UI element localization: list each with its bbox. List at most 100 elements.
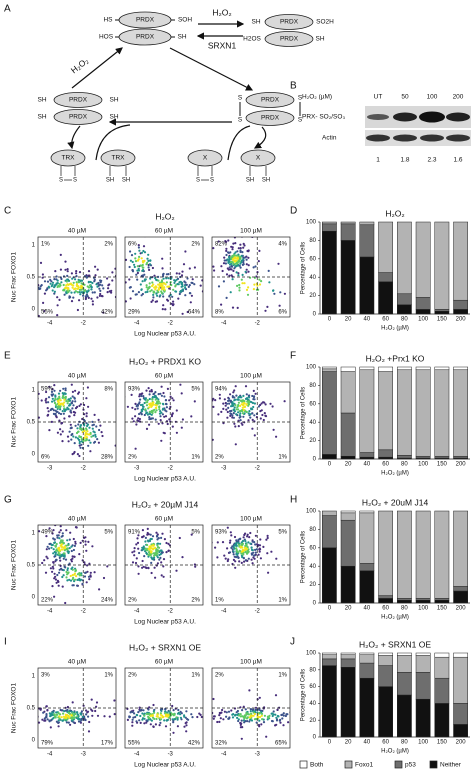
cell-dot bbox=[85, 709, 88, 712]
cell-dot bbox=[167, 542, 170, 546]
cell-dot bbox=[249, 710, 252, 713]
cell-dot bbox=[239, 404, 242, 407]
cell-dot bbox=[59, 399, 62, 402]
bar-segment bbox=[378, 595, 393, 599]
cell-dot bbox=[232, 550, 235, 553]
cell-dot bbox=[78, 288, 82, 291]
cell-dot bbox=[248, 689, 251, 692]
cell-dot bbox=[56, 536, 59, 539]
cell-dot bbox=[229, 539, 232, 542]
cell-dot bbox=[234, 425, 237, 428]
bar-segment bbox=[397, 369, 412, 456]
prdx-node bbox=[53, 92, 103, 108]
bar-segment bbox=[359, 563, 375, 572]
cell-dot bbox=[262, 401, 265, 404]
bar-segment bbox=[434, 599, 450, 604]
cell-dot bbox=[232, 242, 235, 245]
quadrant-label: 2% bbox=[191, 242, 200, 248]
cell-dot bbox=[261, 274, 263, 276]
cell-dot bbox=[188, 284, 191, 287]
cell-dot bbox=[266, 534, 269, 538]
cell-dot bbox=[162, 277, 165, 280]
cell-dot bbox=[56, 579, 60, 583]
cell-dot bbox=[77, 281, 80, 284]
bar-segment bbox=[359, 256, 375, 315]
quadrant-label: 4% bbox=[278, 242, 287, 248]
cell-dot bbox=[131, 417, 134, 420]
cell-dot bbox=[161, 308, 164, 311]
cell-dot bbox=[87, 296, 90, 299]
cell-dot bbox=[91, 545, 94, 548]
cell-dot bbox=[73, 544, 76, 548]
legend-label: Foxo1 bbox=[355, 762, 373, 769]
cell-dot bbox=[237, 538, 240, 541]
cell-dot bbox=[296, 714, 298, 716]
x-tick-label: 20 bbox=[345, 317, 352, 323]
cell-dot bbox=[59, 433, 62, 436]
cell-dot bbox=[68, 295, 71, 298]
cell-dot bbox=[85, 581, 88, 584]
cell-dot bbox=[129, 711, 132, 714]
cell-dot bbox=[154, 403, 157, 407]
cell-dot bbox=[242, 415, 245, 418]
cell-dot bbox=[72, 404, 75, 407]
cell-dot bbox=[232, 391, 235, 394]
cell-dot bbox=[74, 540, 77, 543]
cell-dot bbox=[156, 713, 159, 716]
cell-dot bbox=[118, 411, 120, 413]
quadrant-label: 5% bbox=[191, 387, 200, 393]
cell-dot bbox=[59, 253, 62, 256]
cell-dot bbox=[158, 286, 161, 289]
cell-dot bbox=[222, 422, 225, 425]
panel-label: C bbox=[4, 206, 11, 217]
x-tick-label: -4 bbox=[221, 609, 227, 615]
cell-dot bbox=[262, 545, 265, 549]
cell-dot bbox=[148, 263, 152, 266]
cell-dot bbox=[122, 288, 124, 290]
cell-dot bbox=[194, 565, 197, 568]
cell-dot bbox=[178, 536, 181, 540]
quadrant-label: 6% bbox=[41, 455, 50, 461]
cell-dot bbox=[229, 393, 232, 396]
cell-dot bbox=[230, 262, 233, 265]
group-label: SH bbox=[37, 114, 46, 121]
cell-dot bbox=[166, 387, 169, 390]
cell-dot bbox=[160, 709, 163, 713]
x-tick-label: -4 bbox=[47, 609, 53, 615]
cell-dot bbox=[258, 278, 261, 281]
row-label: PRX- SO₂/SO₃ bbox=[302, 114, 345, 121]
quadrant-label: 1% bbox=[278, 598, 287, 604]
cell-dot bbox=[247, 412, 250, 415]
cell-dot bbox=[217, 240, 220, 243]
cell-dot bbox=[111, 279, 114, 282]
cell-dot bbox=[142, 395, 145, 398]
cell-dot bbox=[246, 535, 249, 538]
cell-dot bbox=[143, 714, 146, 717]
cell-dot bbox=[80, 440, 83, 443]
cell-dot bbox=[62, 283, 65, 287]
cell-dot bbox=[49, 726, 52, 729]
quadrant-label: 59% bbox=[41, 387, 54, 393]
cell-dot bbox=[218, 295, 220, 297]
cell-dot bbox=[121, 708, 123, 710]
cell-dot bbox=[242, 705, 245, 708]
cell-dot bbox=[61, 522, 63, 524]
cell-dot bbox=[67, 721, 70, 724]
cell-dot bbox=[237, 404, 240, 407]
y-tick-label: 60 bbox=[309, 256, 316, 262]
cell-dot bbox=[157, 283, 160, 286]
cell-dot bbox=[56, 304, 59, 307]
cell-dot bbox=[238, 283, 241, 287]
cell-dot bbox=[232, 416, 235, 419]
cell-dot bbox=[234, 404, 237, 407]
cell-dot bbox=[260, 280, 263, 283]
group-label: S bbox=[238, 117, 243, 124]
cell-dot bbox=[212, 717, 215, 720]
cell-dot bbox=[180, 712, 183, 715]
cell-dot bbox=[271, 714, 274, 718]
cell-dot bbox=[261, 504, 263, 506]
cell-dot bbox=[170, 277, 173, 280]
quadrant-label: 29% bbox=[128, 310, 141, 316]
cell-dot bbox=[137, 267, 140, 270]
cell-dot bbox=[53, 278, 56, 281]
